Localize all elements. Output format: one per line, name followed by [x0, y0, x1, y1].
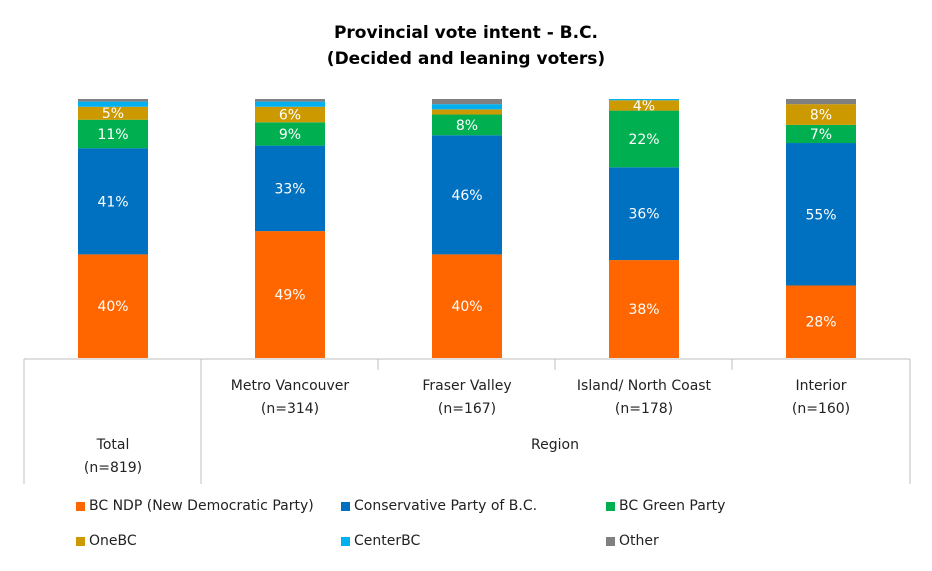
category-label: Island/ North Coast	[577, 378, 712, 394]
legend-item: Other	[606, 533, 659, 549]
legend-label: CenterBC	[354, 533, 421, 549]
bar-segment	[786, 143, 856, 286]
legend-label: Other	[619, 533, 659, 549]
data-label: 8%	[456, 118, 478, 134]
bar-segment	[786, 104, 856, 125]
legend-swatch	[606, 501, 615, 511]
legend-item: BC Green Party	[606, 498, 725, 514]
category-label: Fraser Valley	[422, 378, 511, 394]
data-label: 7%	[810, 127, 832, 143]
bar-segment	[609, 260, 679, 358]
legend-item: OneBC	[76, 533, 137, 549]
bar-segment	[432, 135, 502, 255]
bar-segment	[609, 100, 679, 111]
bar-segment	[255, 122, 325, 146]
data-label: 4%	[633, 98, 655, 114]
bar-segment	[432, 99, 502, 105]
data-label: 8%	[810, 108, 832, 124]
data-label: 11%	[97, 127, 128, 143]
bar-segment	[78, 101, 148, 107]
data-label: 40%	[451, 299, 482, 315]
bar-segment	[786, 285, 856, 358]
bar-segment	[432, 114, 502, 136]
category-label: Total	[96, 437, 130, 453]
subtitle-line: (Decided and leaning voters)	[326, 49, 606, 69]
bar-segment	[609, 110, 679, 168]
category-n-label: (n=160)	[792, 401, 850, 417]
legend-label: Conservative Party of B.C.	[354, 498, 538, 514]
bar-segment	[255, 101, 325, 107]
data-label: 5%	[102, 106, 124, 122]
bar-segment	[78, 254, 148, 358]
bar-segment	[78, 148, 148, 255]
category-n-label: (n=314)	[261, 401, 319, 417]
data-label: 6%	[279, 108, 301, 124]
group-label: Region	[531, 437, 579, 453]
legend-label: BC Green Party	[619, 498, 726, 514]
data-label: 28%	[805, 315, 836, 331]
legend-swatch	[76, 536, 85, 546]
data-label: 49%	[274, 288, 305, 304]
legend-swatch	[606, 536, 615, 546]
legend-item: BC NDP (New Democratic Party)	[76, 498, 314, 514]
bar-segment	[255, 231, 325, 358]
bar-segment	[255, 106, 325, 123]
legend-item: CenterBC	[341, 533, 420, 549]
bar-segment	[432, 109, 502, 115]
bar-segment	[78, 99, 148, 102]
category-n-label: (n=819)	[84, 460, 142, 476]
category-n-label: (n=178)	[615, 401, 673, 417]
category-n-label: (n=167)	[438, 401, 496, 417]
data-label: 40%	[97, 299, 128, 315]
legend-label: OneBC	[89, 533, 137, 549]
legend-label: BC NDP (New Democratic Party)	[89, 498, 314, 514]
category-label: Interior	[795, 378, 846, 394]
title-line: Provincial vote intent - B.C.	[333, 23, 599, 43]
chart-title: Provincial vote intent - B.C. (Decided an…	[0, 20, 932, 72]
legend-swatch	[341, 536, 350, 546]
bar-segment	[255, 99, 325, 102]
legend-swatch	[76, 501, 85, 511]
bar-segment	[78, 119, 148, 149]
data-label: 36%	[628, 207, 659, 223]
legend-item: Conservative Party of B.C.	[341, 498, 537, 514]
bar-segment	[786, 99, 856, 105]
category-label: Metro Vancouver	[231, 378, 350, 394]
bar-segment	[78, 106, 148, 120]
bar-segment	[609, 167, 679, 261]
bar-segment	[432, 254, 502, 358]
data-label: 41%	[97, 194, 128, 210]
data-label: 46%	[451, 188, 482, 204]
data-label: 55%	[805, 207, 836, 223]
bar-segment	[786, 124, 856, 144]
data-label: 33%	[274, 181, 305, 197]
data-label: 9%	[279, 127, 301, 143]
legend-swatch	[341, 501, 350, 511]
bar-segment	[432, 104, 502, 110]
data-label: 38%	[628, 302, 659, 318]
bar-segment	[255, 145, 325, 232]
bar-segment	[609, 99, 679, 101]
data-label: 22%	[628, 132, 659, 148]
